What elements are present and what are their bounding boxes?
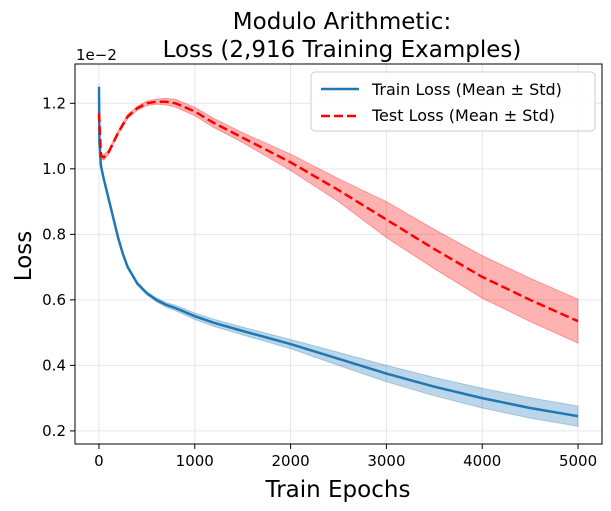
y-tick-label: 0.6 (42, 291, 66, 309)
test-loss-mean-line (97, 100, 579, 323)
y-axis-ticks: 0.2 0.4 0.6 0.8 1.0 1.2 (42, 94, 75, 440)
legend: Train Loss (Mean ± Std) Test Loss (Mean … (310, 71, 596, 132)
y-axis-label: Loss (11, 231, 37, 281)
x-axis-ticks: 0 1000 2000 3000 4000 5000 (94, 444, 597, 470)
x-axis-label: Train Epochs (265, 477, 411, 503)
x-tick-label: 0 (94, 452, 104, 470)
y-tick-label: 0.8 (42, 225, 66, 243)
y-tick-label: 0.4 (42, 356, 66, 374)
y-tick-label: 1.2 (42, 94, 66, 112)
plot-frame (74, 63, 603, 445)
x-tick-label: 5000 (559, 452, 597, 470)
test-loss-std-band (98, 97, 579, 344)
series-lines (97, 86, 579, 418)
y-tick-label: 1.0 (42, 160, 66, 178)
x-tick-label: 3000 (367, 452, 405, 470)
x-tick-label: 4000 (463, 452, 501, 470)
x-tick-label: 1000 (176, 452, 214, 470)
legend-test-loss-label: Test Loss (Mean ± Std) (371, 106, 555, 125)
y-offset-label: 1e−2 (76, 46, 117, 64)
chart-title-line-2: Loss (2,916 Training Examples) (163, 37, 522, 63)
train-loss-mean-line (97, 86, 579, 418)
legend-train-loss-label: Train Loss (Mean ± Std) (371, 80, 562, 99)
legend-box (310, 71, 596, 132)
y-tick-label: 0.2 (42, 422, 66, 440)
chart-title-line-1: Modulo Arithmetic: (233, 9, 451, 35)
x-tick-label: 2000 (271, 452, 309, 470)
